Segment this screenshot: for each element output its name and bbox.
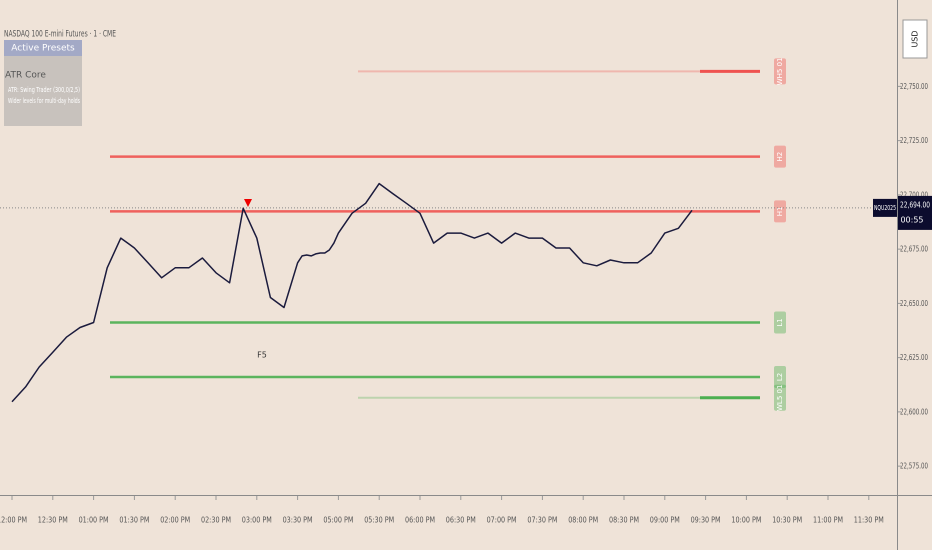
level-label-box (774, 311, 786, 334)
x-tick-label: 01:00 PM (79, 516, 109, 525)
x-tick-label: 01:30 PM (119, 516, 149, 525)
x-tick-label: 10:00 PM (731, 516, 761, 525)
x-tick-label: 05:00 PM (323, 516, 353, 525)
y-tick-label: 22,675.00 (900, 245, 928, 254)
x-tick-label: 06:30 PM (446, 516, 476, 525)
y-tick-label: 22,600.00 (900, 407, 928, 416)
level-label: L2 (776, 373, 784, 381)
x-tick-label: 11:30 PM (854, 516, 884, 525)
x-tick-label: 03:30 PM (283, 516, 313, 525)
x-tick-label: 06:00 PM (405, 516, 435, 525)
y-tick-label: 22,575.00 (900, 462, 928, 471)
y-tick-label: 22,625.00 (900, 353, 928, 362)
symbol-box (873, 198, 897, 217)
x-tick-label: 05:30 PM (364, 516, 394, 525)
x-tick-label: 02:30 PM (201, 516, 231, 525)
level-label-box (774, 384, 786, 411)
x-tick-label: 11:00 PM (813, 516, 843, 525)
chart-title: NASDAQ 100 E-mini Futures · 1 · CME (4, 30, 116, 40)
x-tick-label: 12:00 PM (0, 516, 27, 525)
preset-note: Wider levels for multi-day holds (8, 97, 80, 105)
currency: USD (911, 30, 920, 47)
overlay-header (4, 40, 82, 56)
x-tick-label: 09:30 PM (691, 516, 721, 525)
countdown-label: 00:55 (900, 215, 923, 224)
y-tick-label: 22,750.00 (900, 82, 928, 91)
level-label-box (774, 58, 786, 85)
price-line (11, 182, 693, 403)
level-label: H2 (776, 152, 784, 162)
x-tick-label: 09:00 PM (650, 516, 680, 525)
level-label-box (774, 145, 786, 168)
level-label: H1 (776, 207, 784, 217)
annotation: F5 (257, 351, 267, 360)
price-box (898, 195, 932, 230)
price-label: 22,694.00 (900, 200, 930, 209)
level-label: WH5 01 (776, 58, 784, 86)
x-tick-label: 10:30 PM (772, 516, 802, 525)
level-label: WL5 01 (776, 385, 784, 411)
level-label: L1 (776, 318, 784, 326)
preset-name: ATR: Swing Trader (300,0/2,5) (8, 86, 80, 94)
x-tick-label: 03:00 PM (242, 516, 272, 525)
x-tick-label: 07:30 PM (527, 516, 557, 525)
x-tick-label: 08:30 PM (609, 516, 639, 525)
level-label-box (774, 365, 786, 388)
x-tick-label: 12:30 PM (38, 516, 68, 525)
x-tick-label: 08:00 PM (568, 516, 598, 525)
y-tick-label: 22,725.00 (900, 136, 928, 145)
signal-marker (244, 199, 252, 207)
symbol-label: NQU2025 (874, 204, 896, 212)
x-tick-label: 07:00 PM (487, 516, 517, 525)
level-label-box (774, 200, 786, 223)
indicator-name: ATR Core (5, 71, 46, 81)
y-tick-label: 22,700.00 (900, 190, 928, 199)
y-tick-label: 22,650.00 (900, 299, 928, 308)
x-tick-label: 02:00 PM (160, 516, 190, 525)
currency-box (902, 19, 928, 59)
overlay-heading: Active Presets (11, 44, 75, 54)
